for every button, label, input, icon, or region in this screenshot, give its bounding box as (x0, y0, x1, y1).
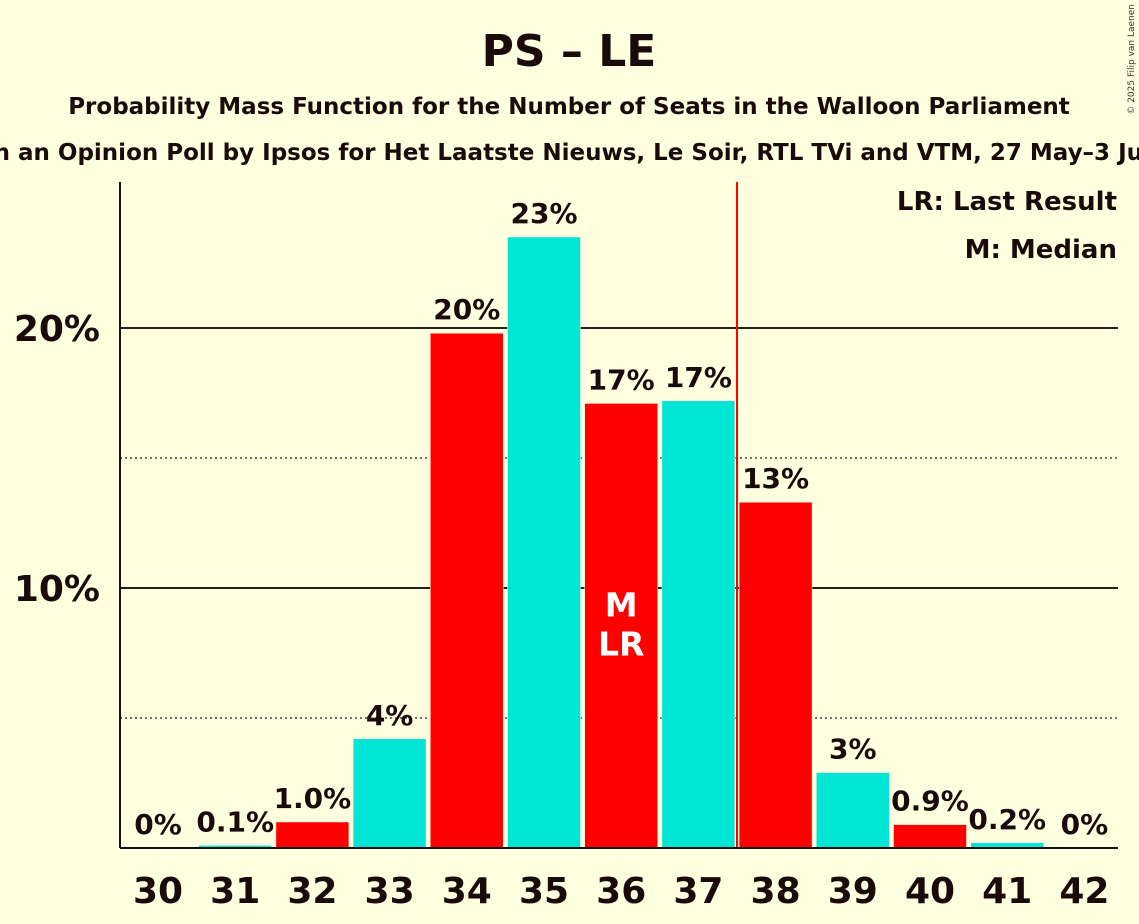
bar (275, 821, 350, 849)
chart-subtitle: Probability Mass Function for the Number… (68, 94, 1070, 120)
bar (507, 236, 581, 849)
data-label: 0% (134, 808, 182, 841)
x-tick-label: 31 (210, 871, 260, 912)
x-tick-label: 42 (1059, 871, 1109, 912)
bar (430, 332, 504, 849)
x-tick-label: 38 (751, 871, 801, 912)
data-label: 3% (829, 733, 877, 766)
bar (352, 738, 427, 849)
legend-entry: M: Median (965, 235, 1117, 265)
x-tick-label: 39 (828, 871, 878, 912)
data-label: 4% (366, 699, 414, 732)
bar (738, 501, 813, 849)
x-tick-label: 33 (365, 871, 415, 912)
data-label: 23% (510, 197, 577, 230)
x-tick-label: 34 (442, 871, 492, 912)
y-tick-label: 20% (14, 309, 100, 350)
chart-title: PS – LE (482, 26, 657, 77)
data-label: 1.0% (274, 782, 352, 815)
x-tick-label: 37 (673, 871, 723, 912)
data-label: 0.9% (891, 785, 969, 818)
y-tick-label: 10% (14, 569, 100, 610)
legend: LR: Last Result M: Median (897, 187, 1117, 265)
data-label: 0% (1061, 808, 1109, 841)
gridlines: 10% 20% (14, 309, 1118, 719)
data-label: 20% (433, 293, 500, 326)
x-tick-label: 40 (905, 871, 955, 912)
copyright-text: © 2025 Filip van Laenen (1127, 4, 1137, 115)
data-label: 17% (588, 363, 655, 396)
data-label: 0.2% (968, 803, 1046, 836)
x-tick-label: 35 (519, 871, 569, 912)
data-label: 17% (665, 361, 732, 394)
last-result-marker: LR (598, 625, 644, 664)
x-tick-label: 32 (287, 871, 337, 912)
median-marker: M (605, 586, 638, 625)
x-tick-label: 41 (982, 871, 1032, 912)
axes (119, 182, 1118, 849)
bars: 0% 30 0.1% 31 1.0% 32 4% 33 20% 34 23% 35 17% 36 17% 37… (133, 182, 1109, 912)
data-label: 13% (742, 462, 809, 495)
chart-source: Based on an Opinion Poll by Ipsos for He… (0, 140, 1139, 166)
bar (816, 772, 890, 849)
bar (661, 400, 736, 849)
bar (584, 403, 658, 849)
x-tick-label: 30 (133, 871, 183, 912)
data-label: 0.1% (196, 805, 274, 838)
legend-entry: LR: Last Result (897, 187, 1117, 217)
x-tick-label: 36 (596, 871, 646, 912)
bar (893, 824, 967, 849)
